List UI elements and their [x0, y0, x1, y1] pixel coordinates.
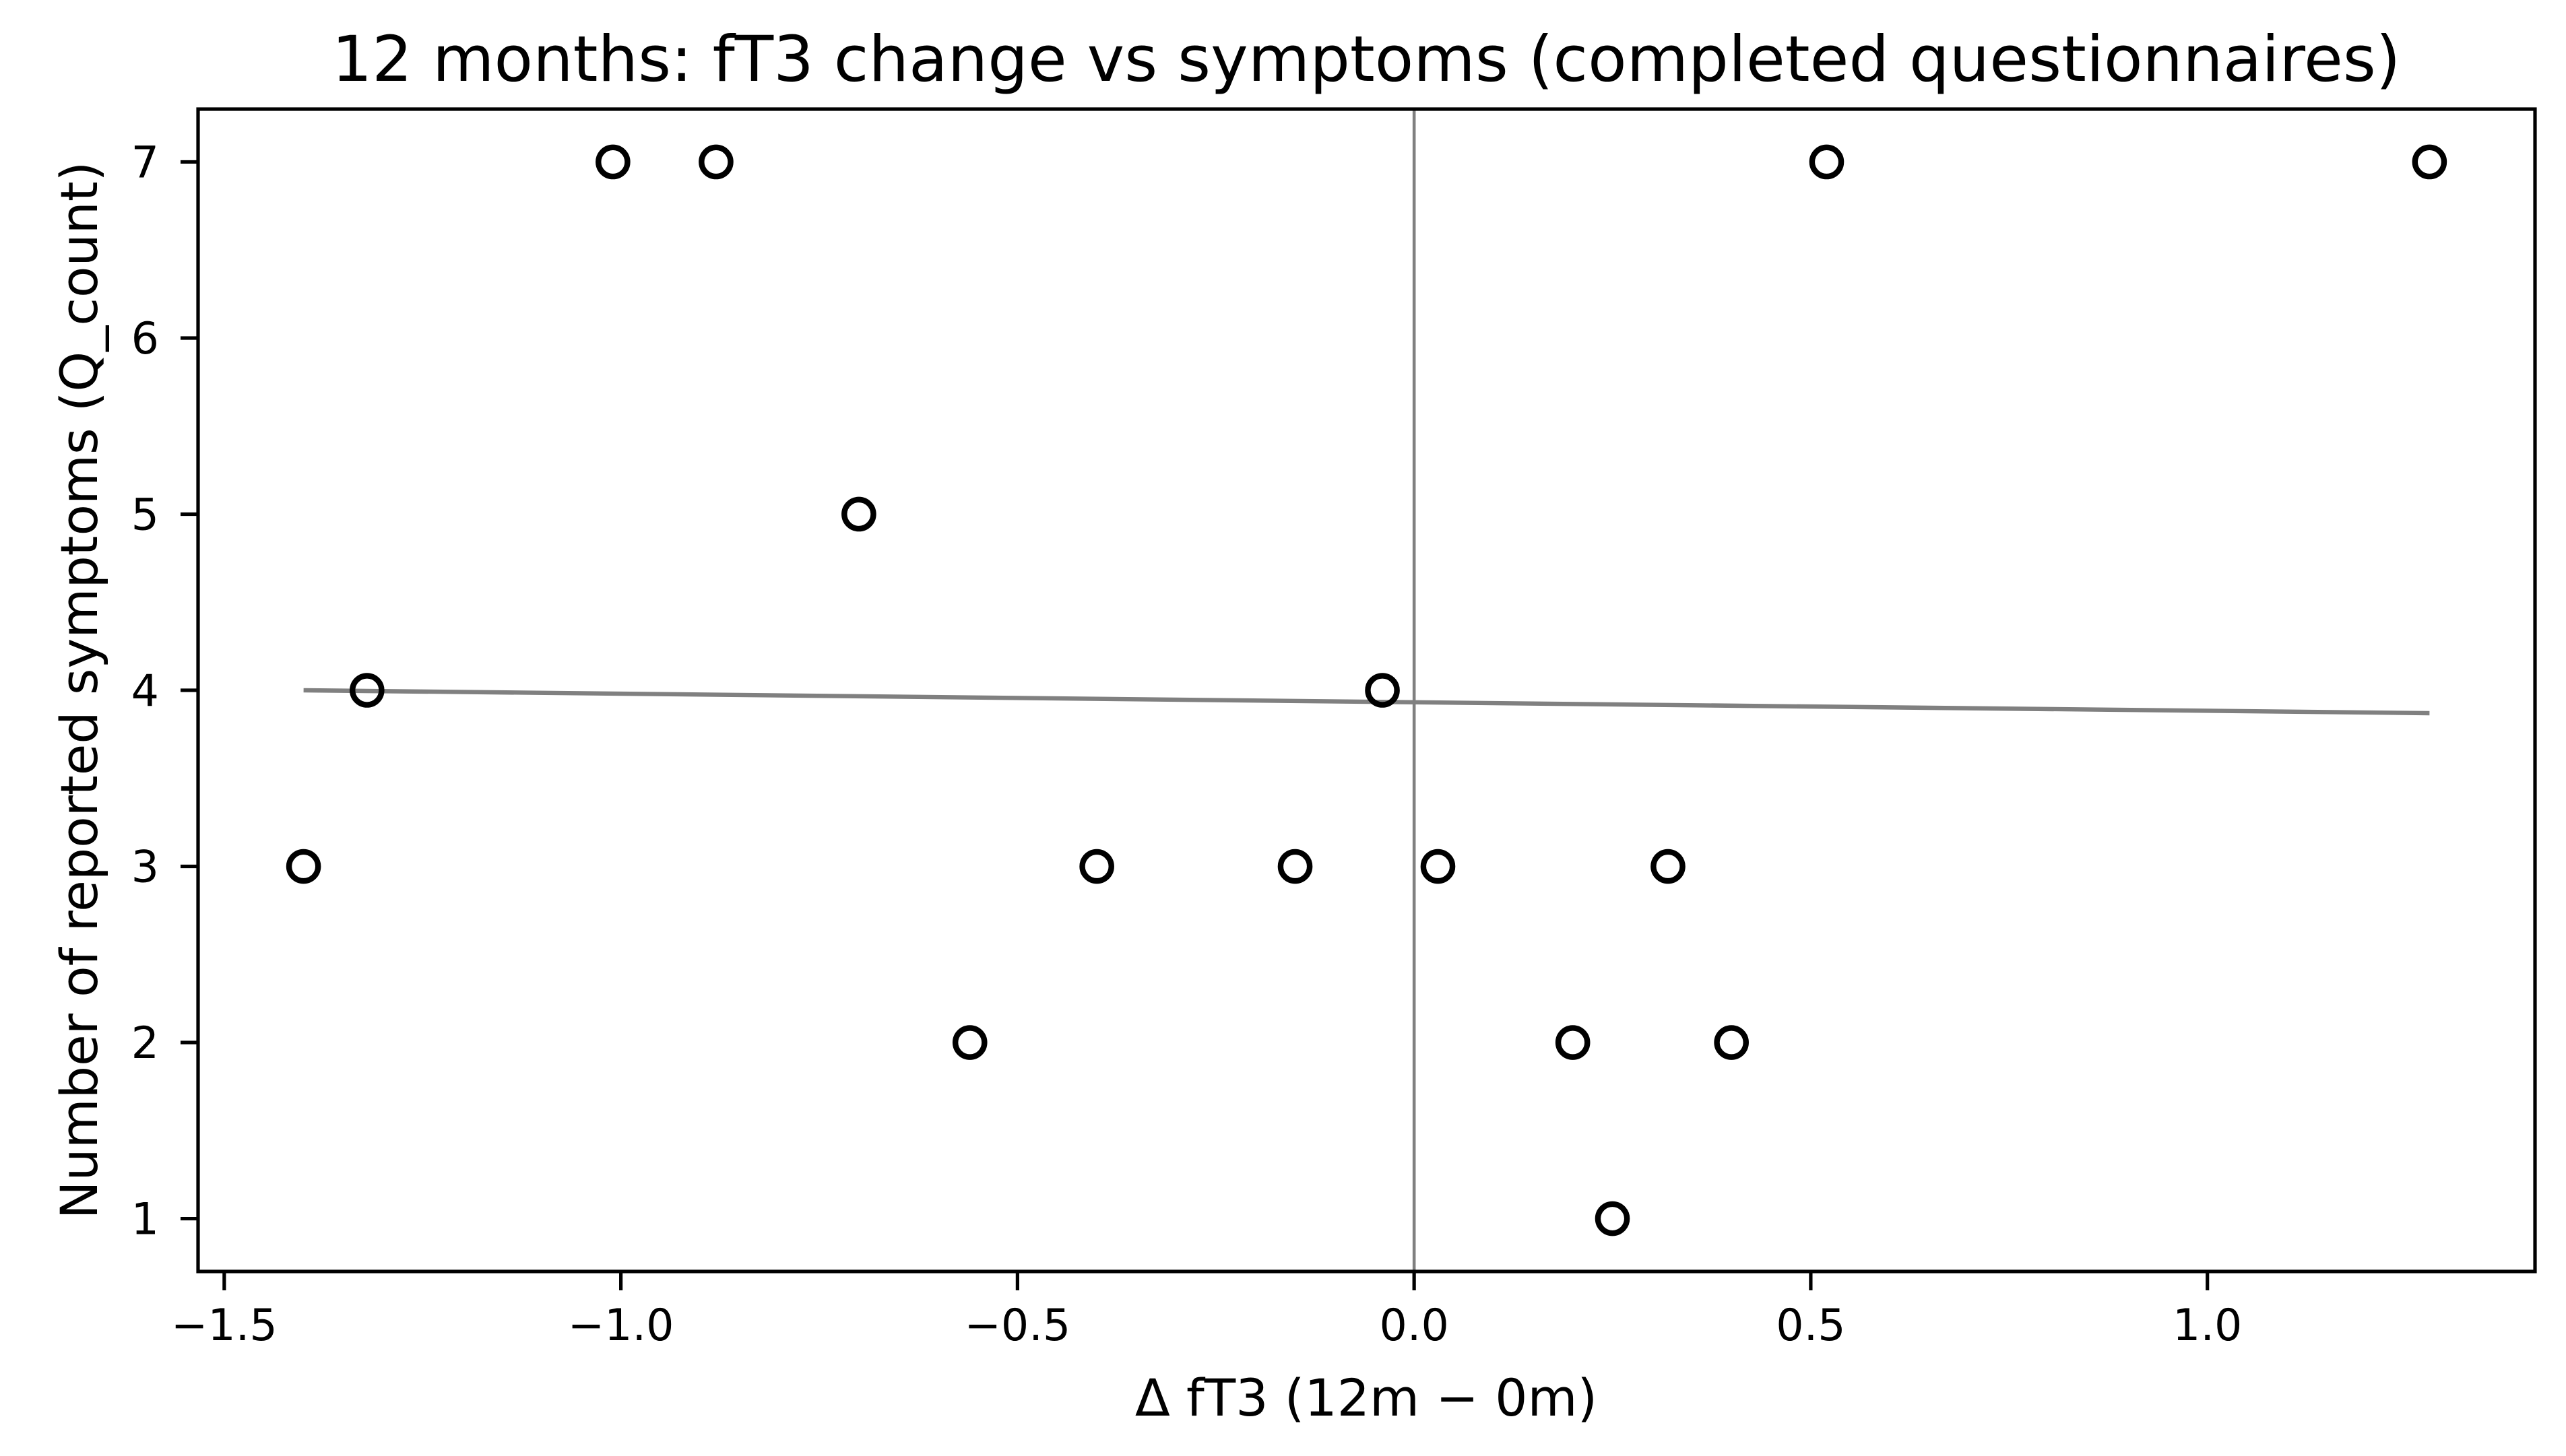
data-point-marker — [2412, 144, 2447, 180]
data-point-marker — [1277, 849, 1313, 884]
data-point-marker — [1555, 1025, 1591, 1060]
y-tick-label: 3 — [131, 842, 159, 893]
x-tick-label: −1.0 — [568, 1300, 674, 1351]
y-tick-label: 2 — [131, 1018, 159, 1069]
data-point-marker — [952, 1025, 988, 1060]
data-points-layer — [286, 144, 2447, 1236]
data-point-marker — [1420, 849, 1456, 884]
y-axis-label: Number of reported symptoms (Q_count) — [49, 162, 109, 1220]
chart-title: 12 months: fT3 change vs symptoms (compl… — [332, 23, 2401, 96]
y-tick-label: 1 — [131, 1195, 159, 1245]
data-point-marker — [596, 144, 631, 180]
data-point-marker — [699, 144, 734, 180]
data-point-marker — [1365, 673, 1400, 708]
x-tick-label: −0.5 — [964, 1300, 1070, 1351]
x-tick-label: 1.0 — [2173, 1300, 2242, 1351]
data-point-marker — [1079, 849, 1114, 884]
data-point-marker — [1595, 1201, 1630, 1236]
reference-lines-layer — [303, 109, 2430, 1271]
x-tick-label: 0.0 — [1379, 1300, 1448, 1351]
data-point-marker — [1809, 144, 1845, 180]
y-tick-label: 5 — [131, 490, 159, 540]
x-tick-label: −1.5 — [171, 1300, 278, 1351]
trend-line — [303, 688, 2430, 716]
y-tick-label: 4 — [131, 666, 159, 717]
x-tick-label: 0.5 — [1776, 1300, 1845, 1351]
y-tick-label: 7 — [131, 137, 159, 188]
data-point-marker — [350, 673, 385, 708]
data-point-marker — [286, 849, 321, 884]
y-tick-label: 6 — [131, 314, 159, 364]
ticks-layer: −1.5 −1.0 −0.5 0.0 0.5 1.0 1 2 3 4 5 6 7 — [131, 137, 2243, 1351]
data-point-marker — [841, 496, 876, 532]
x-axis-label: Δ fT3 (12m − 0m) — [1135, 1368, 1597, 1428]
data-point-marker — [1650, 849, 1686, 884]
data-point-marker — [1714, 1025, 1749, 1060]
